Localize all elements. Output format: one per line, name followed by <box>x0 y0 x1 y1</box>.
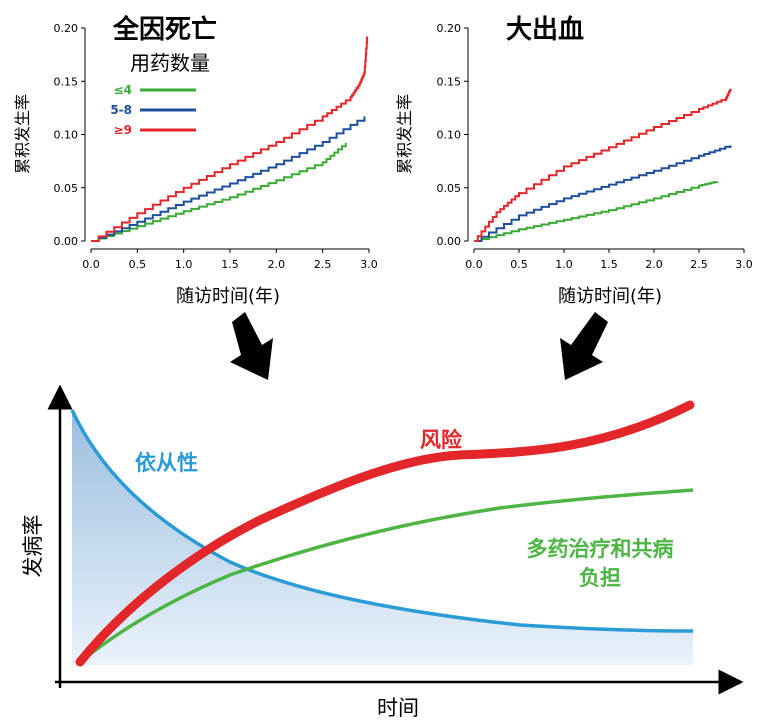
x-tick-label: 0.0 <box>465 258 483 271</box>
polypharmacy-label-line1: 多药治疗和共病 <box>527 537 674 561</box>
adherence-label: 依从性 <box>135 451 198 475</box>
series-line <box>91 143 347 242</box>
series-line <box>91 116 366 242</box>
y-tick-label: 0.00 <box>437 235 462 248</box>
legend-label: ≥9 <box>114 123 132 137</box>
x-tick-label: 2.5 <box>314 258 332 271</box>
down-arrow-left-icon <box>230 312 273 380</box>
legend-label: 5-8 <box>110 103 132 117</box>
y-tick-label: 0.10 <box>437 129 462 142</box>
y-tick-label: 0.15 <box>437 75 462 88</box>
y-axis-label: 累积发生率 <box>13 94 32 174</box>
x-tick-label: 2.5 <box>690 258 708 271</box>
y-tick-label: 0.05 <box>54 182 79 195</box>
x-tick-label: 3.0 <box>735 258 753 271</box>
x-tick-label: 1.5 <box>221 258 239 271</box>
y-axis-label: 发病率 <box>21 515 45 578</box>
y-tick-label: 0.20 <box>437 22 462 35</box>
x-tick-label: 1.0 <box>175 258 193 271</box>
x-tick-label: 0.0 <box>82 258 100 271</box>
series-line <box>91 36 369 242</box>
y-tick-label: 0.00 <box>54 235 79 248</box>
legend-label: ≤4 <box>114 83 132 97</box>
series-line <box>474 145 732 242</box>
polypharmacy-label-line2: 负担 <box>579 566 621 590</box>
series-line <box>474 88 732 242</box>
chart-all-cause-death: 全因死亡 累积发生率 随访时间(年) 0.00 0.05 0.10 0.15 0.20 0… <box>13 14 378 307</box>
x-tick-label: 3.0 <box>360 258 378 271</box>
x-tick-label: 2.0 <box>268 258 286 271</box>
x-tick-label: 1.5 <box>600 258 618 271</box>
x-tick-label: 2.0 <box>645 258 663 271</box>
x-axis-label: 时间 <box>377 696 419 720</box>
y-tick-label: 0.20 <box>54 22 79 35</box>
x-axis-label: 随访时间(年) <box>558 286 662 307</box>
legend-title: 用药数量 <box>130 51 210 75</box>
chart-major-bleeding: 大出血 累积发生率 随访时间(年) 0.00 0.05 0.10 0.15 0.20 0.… <box>395 15 753 307</box>
risk-label: 风险 <box>420 428 463 452</box>
polypharmacy-curve <box>78 488 694 664</box>
series-line <box>474 181 718 242</box>
chart-title: 大出血 <box>506 15 584 45</box>
adherence-curve <box>70 409 694 633</box>
x-tick-label: 0.5 <box>129 258 147 271</box>
chart-concept: 依从性 风险 多药治疗和共病 负担 发病率 时间 <box>21 384 744 720</box>
x-axis-label: 随访时间(年) <box>176 286 280 307</box>
risk-curve <box>75 400 695 667</box>
y-tick-label: 0.10 <box>54 129 79 142</box>
y-tick-label: 0.15 <box>54 75 79 88</box>
x-tick-label: 1.0 <box>555 258 573 271</box>
y-axis-label: 累积发生率 <box>395 94 414 174</box>
adherence-area <box>72 410 693 665</box>
chart-title: 全因死亡 <box>112 14 217 45</box>
y-tick-label: 0.05 <box>437 182 462 195</box>
down-arrow-right-icon <box>560 312 608 380</box>
x-tick-label: 0.5 <box>510 258 528 271</box>
